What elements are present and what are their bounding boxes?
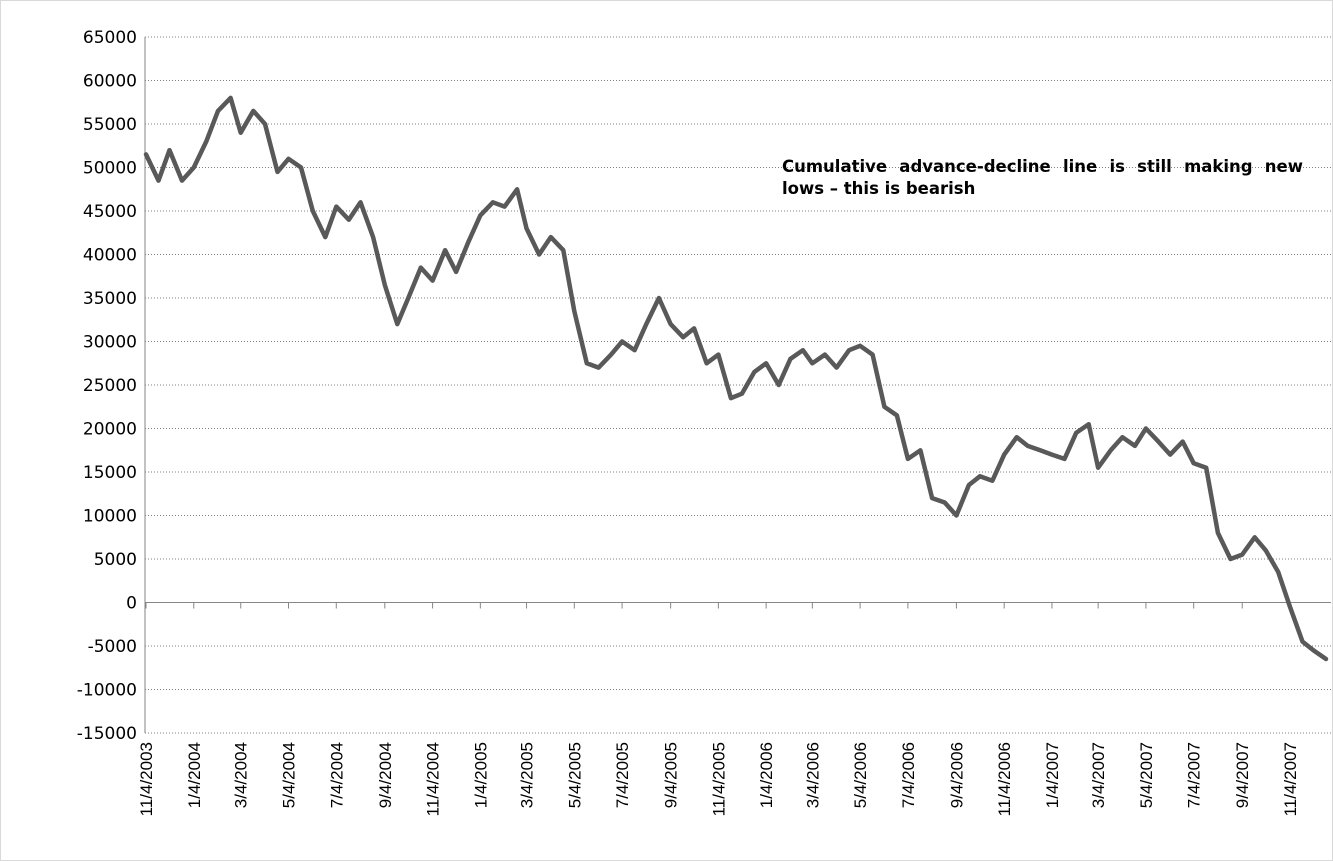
y-tick-label: 25000 [83,376,137,396]
x-tick-label: 9/4/2006 [947,742,966,808]
y-tick-label: 10000 [83,507,137,527]
x-tick-label: 11/4/2007 [1281,742,1300,816]
x-tick-label: 5/4/2007 [1137,742,1156,808]
x-tick-label: 11/4/2005 [709,742,728,816]
y-tick-label: 65000 [83,28,137,48]
x-tick-label: 3/4/2005 [518,742,537,808]
x-tick-label: 11/4/2004 [424,742,443,816]
x-tick-label: 3/4/2004 [232,742,251,808]
x-tick-label: 7/4/2007 [1185,742,1204,808]
x-tick-label: 5/4/2006 [851,742,870,808]
x-tick-label: 7/4/2004 [327,742,346,808]
x-tick-label: 3/4/2006 [803,742,822,808]
x-tick-label: 7/4/2006 [899,742,918,808]
y-tick-label: 5000 [94,550,137,570]
x-tick-label: 1/4/2007 [1043,742,1062,808]
x-axis: 11/4/2003 1/4/2004 3/4/2004 5/4/2004 7/4/200… [137,602,1331,816]
x-tick-label: 1/4/2004 [185,742,204,808]
y-tick-label: 0 [126,594,137,614]
y-tick-label: 60000 [83,72,137,92]
x-tick-label: 11/4/2003 [137,742,156,816]
x-tick-label: 1/4/2005 [471,742,490,808]
y-tick-label: 30000 [83,333,137,353]
x-tick-label: 9/4/2005 [662,742,681,808]
y-tick-label: 55000 [83,115,137,135]
y-tick-label: -15000 [77,724,137,744]
x-tick-label: 7/4/2005 [613,742,632,808]
y-tick-label: -10000 [77,681,137,701]
y-tick-label: -5000 [88,637,137,657]
gridlines [145,36,1331,734]
x-tick-label: 5/4/2004 [280,742,299,808]
x-tick-label: 9/4/2007 [1233,742,1252,808]
x-tick-label: 1/4/2006 [757,742,776,808]
y-tick-label: 40000 [83,246,137,266]
y-axis: -15000 -10000 -5000 0 5000 10000 15000 20000 250… [77,28,146,744]
x-tick-label: 9/4/2004 [376,742,395,808]
y-tick-label: 20000 [83,420,137,440]
series-line [143,95,1329,662]
x-tick-label: 3/4/2007 [1089,742,1108,808]
x-tick-label: 11/4/2006 [995,742,1014,816]
y-tick-label: 15000 [83,463,137,483]
y-tick-label: 35000 [83,289,137,309]
y-tick-label: 45000 [83,202,137,222]
chart-annotation: Cumulative advance-decline line is still… [782,157,1303,198]
y-tick-label: 50000 [83,159,137,179]
x-tick-label: 5/4/2005 [565,742,584,808]
